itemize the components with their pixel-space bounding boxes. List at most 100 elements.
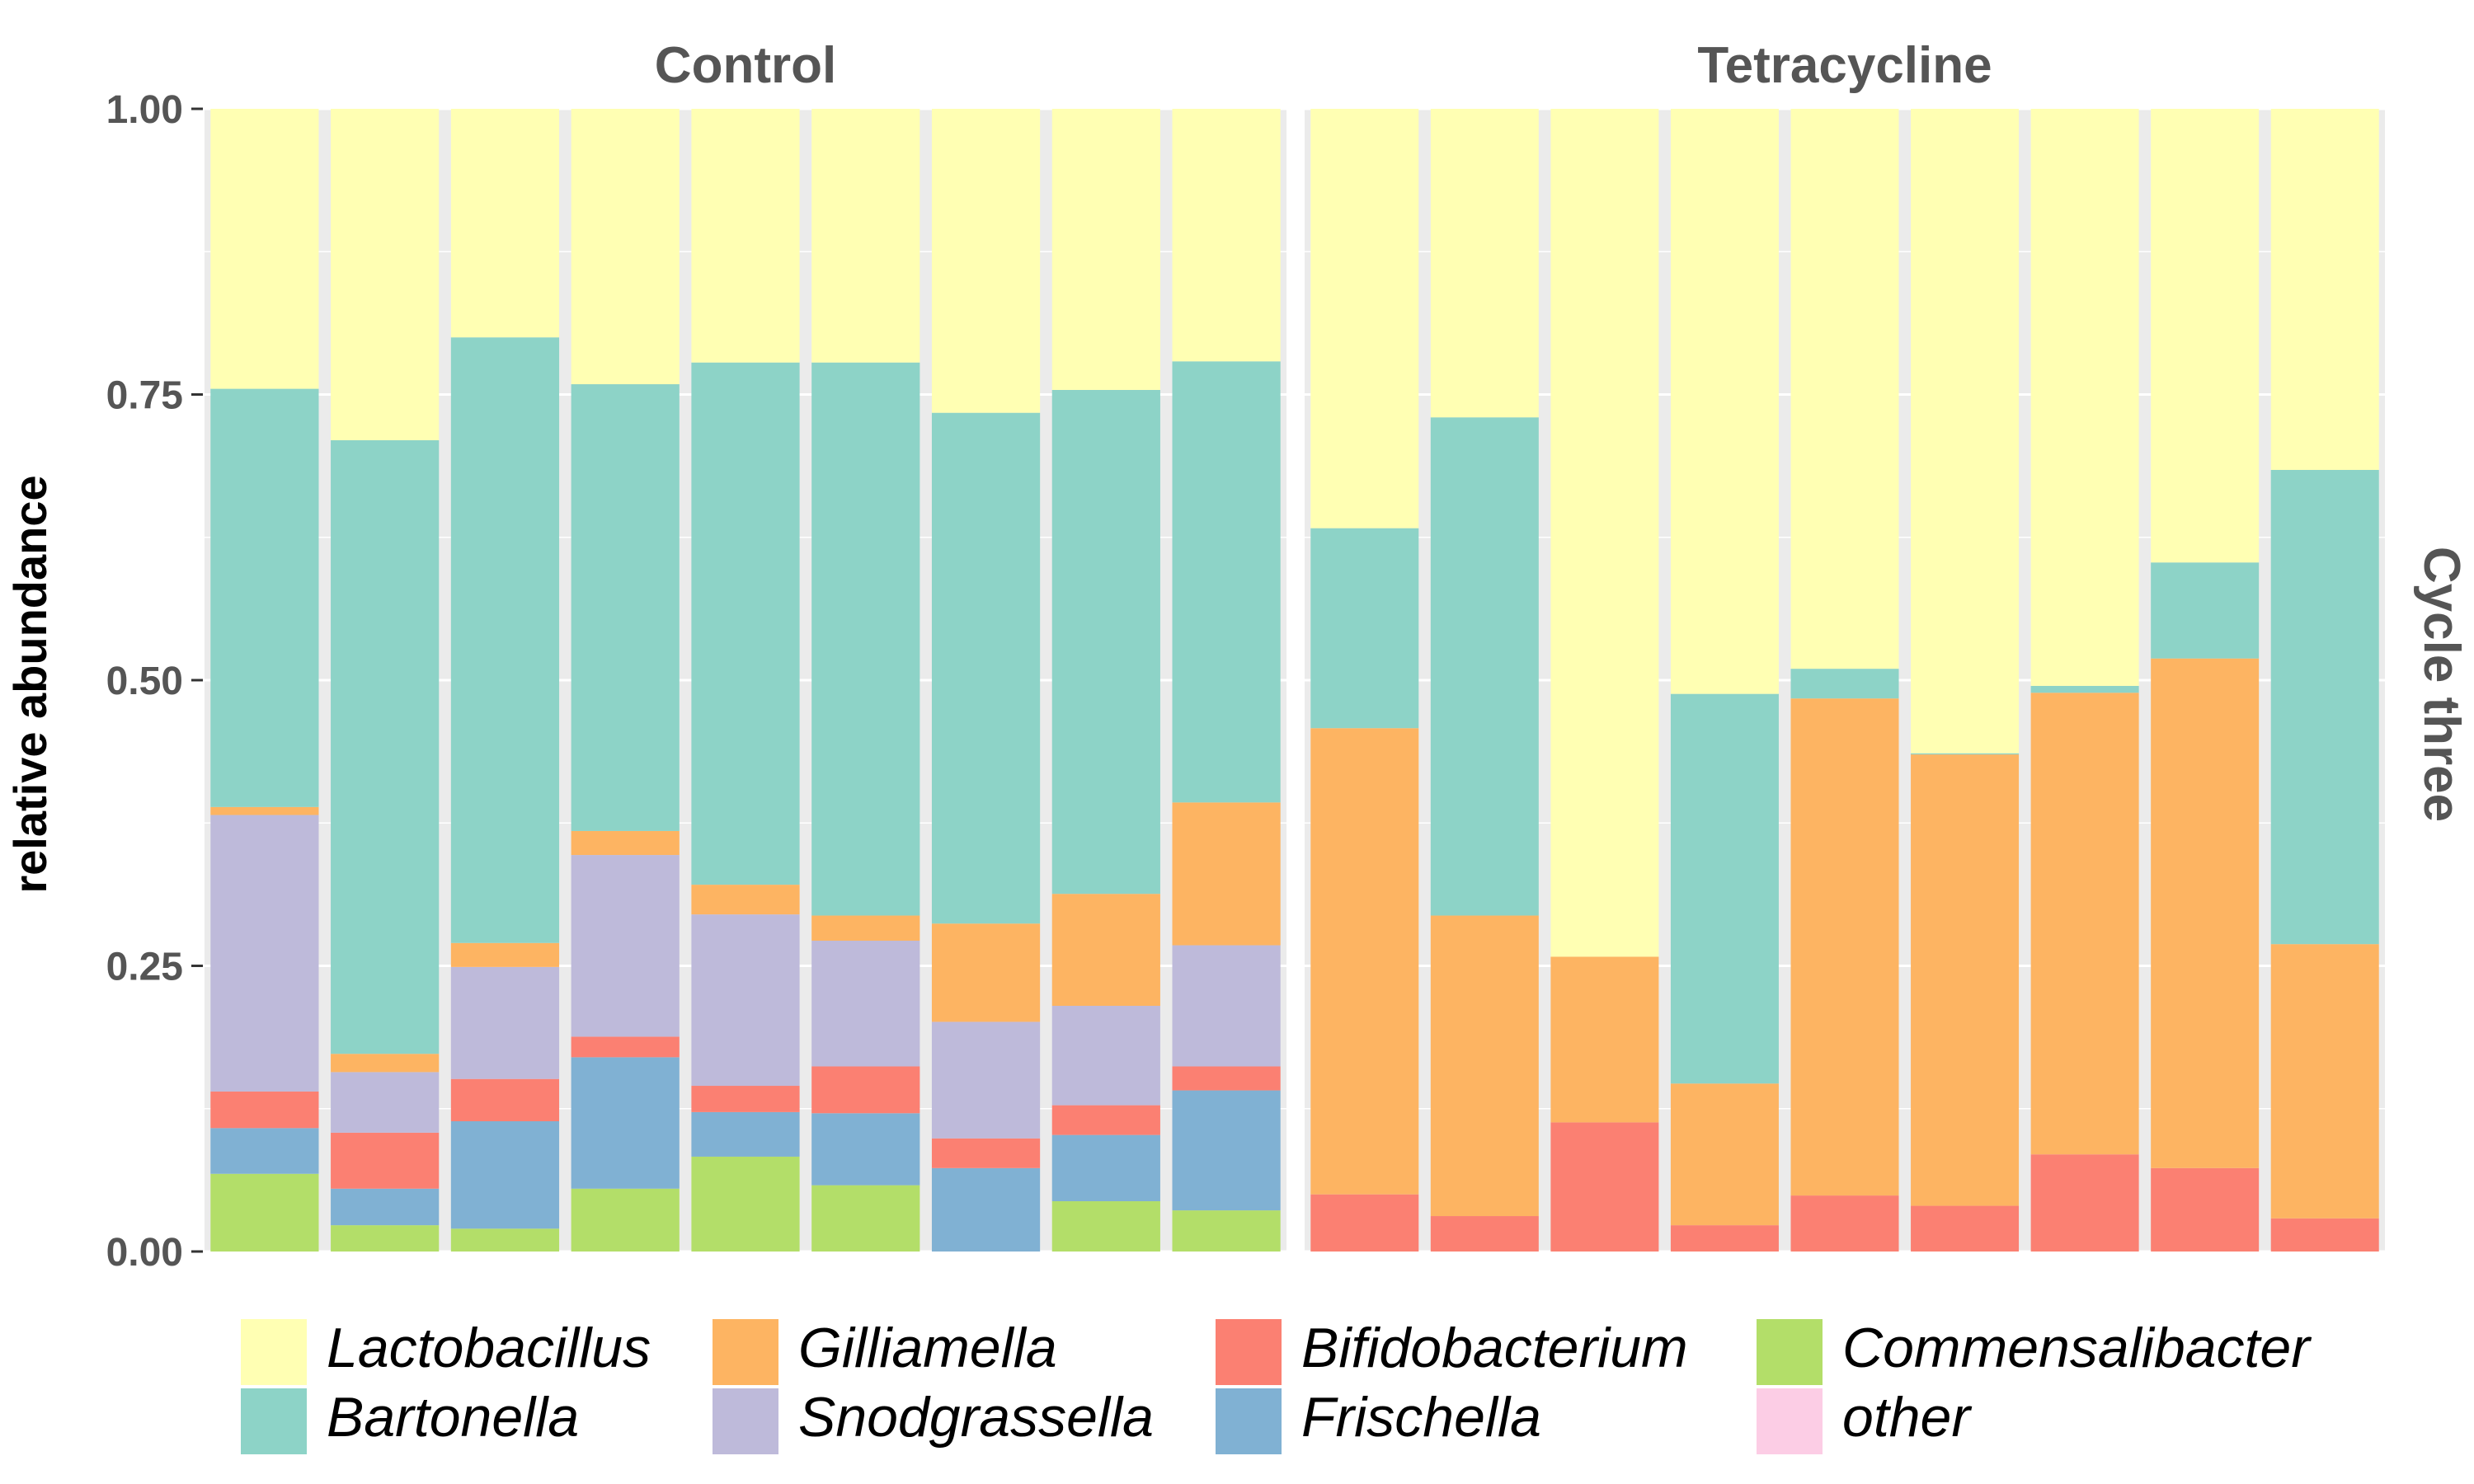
legend-label: Gilliamella bbox=[798, 1317, 1057, 1379]
bar-segment-bartonella bbox=[1172, 361, 1281, 803]
legend-label: Commensalibacter bbox=[1842, 1317, 2312, 1379]
bar-segment-frischella bbox=[931, 1167, 1041, 1252]
legend-swatch bbox=[1216, 1319, 1282, 1385]
bar-segment-frischella bbox=[691, 1111, 800, 1157]
bar-segment-bifidobacterium bbox=[1430, 1216, 1539, 1252]
bar-stack bbox=[571, 109, 680, 1252]
bar-segment-lactobacillus bbox=[2270, 109, 2379, 470]
bar-stack bbox=[1310, 109, 1419, 1252]
bar-segment-gilliamella bbox=[691, 885, 800, 915]
bar-segment-gilliamella bbox=[1911, 754, 2020, 1206]
bar-segment-bartonella bbox=[571, 384, 680, 831]
bar-segment-snodgrassella bbox=[331, 1072, 440, 1133]
y-axis-title: relative abundance bbox=[4, 475, 56, 893]
bar-segment-lactobacillus bbox=[1310, 109, 1419, 528]
row-strip-label: Cycle three bbox=[2413, 547, 2470, 822]
bar-segment-gilliamella bbox=[210, 806, 319, 815]
bar-segment-frischella bbox=[811, 1113, 920, 1186]
bar-segment-lactobacillus bbox=[1790, 109, 1899, 669]
bar-segment-commensalibacter bbox=[450, 1228, 560, 1252]
bar-segment-commensalibacter bbox=[210, 1173, 319, 1252]
bar-segment-bartonella bbox=[2270, 469, 2379, 945]
bar-stack bbox=[1172, 109, 1281, 1252]
y-tick-label: 0.25 bbox=[106, 946, 183, 989]
y-tick-label: 0.50 bbox=[106, 660, 183, 703]
bar-stack bbox=[331, 109, 440, 1252]
bar-segment-lactobacillus bbox=[931, 109, 1041, 413]
bar-segment-bifidobacterium bbox=[1550, 1122, 1659, 1252]
bar-stack bbox=[1790, 109, 1899, 1252]
legend-label: Snodgrassella bbox=[798, 1386, 1154, 1449]
bar-segment-bartonella bbox=[450, 337, 560, 943]
bar-segment-snodgrassella bbox=[811, 941, 920, 1067]
bar-segment-lactobacillus bbox=[1051, 109, 1160, 390]
bar-segment-gilliamella bbox=[450, 942, 560, 967]
bar-segment-bifidobacterium bbox=[450, 1078, 560, 1121]
legend-swatch bbox=[1757, 1319, 1823, 1385]
bar-segment-commensalibacter bbox=[1172, 1210, 1281, 1252]
legend: Lactobacillus Bartonella Gilliamella Snodgr… bbox=[241, 1317, 2312, 1454]
bar-segment-lactobacillus bbox=[450, 109, 560, 338]
bar-segment-gilliamella bbox=[1310, 728, 1419, 1195]
legend-label: other bbox=[1842, 1386, 1972, 1449]
bar-segment-snodgrassella bbox=[450, 966, 560, 1079]
bar-segment-gilliamella bbox=[1550, 956, 1659, 1123]
bar-segment-gilliamella bbox=[1051, 894, 1160, 1007]
bar-segment-lactobacillus bbox=[811, 109, 920, 363]
bar-segment-snodgrassella bbox=[931, 1021, 1041, 1139]
bar-segment-bifidobacterium bbox=[1051, 1105, 1160, 1135]
bar-segment-gilliamella bbox=[1172, 802, 1281, 946]
bar-segment-bifidobacterium bbox=[571, 1036, 680, 1058]
bar-stack bbox=[1911, 109, 2020, 1252]
bar-segment-bartonella bbox=[1310, 528, 1419, 729]
bar-segment-commensalibacter bbox=[571, 1188, 680, 1252]
legend-swatch bbox=[1216, 1388, 1282, 1454]
facet-title: Control bbox=[655, 37, 836, 94]
bar-segment-frischella bbox=[1051, 1134, 1160, 1202]
bar-segment-lactobacillus bbox=[210, 109, 319, 389]
legend-item-frischella: Frischella bbox=[1216, 1386, 1541, 1454]
bar-segment-bartonella bbox=[931, 412, 1041, 924]
bar-segment-bartonella bbox=[1051, 389, 1160, 895]
panel-control: Control bbox=[205, 37, 1286, 1253]
bar-segment-bifidobacterium bbox=[210, 1091, 319, 1129]
legend-label: Bifidobacterium bbox=[1301, 1317, 1688, 1379]
bar-segment-bifidobacterium bbox=[1310, 1194, 1419, 1252]
bar-segment-bifidobacterium bbox=[2030, 1154, 2139, 1252]
facet-panels: Control Tetracycline bbox=[205, 37, 2385, 1253]
bar-segment-gilliamella bbox=[1790, 698, 1899, 1196]
bar-segment-gilliamella bbox=[811, 915, 920, 942]
bar-segment-commensalibacter bbox=[811, 1185, 920, 1252]
bar-segment-bartonella bbox=[210, 388, 319, 807]
facet-title: Tetracycline bbox=[1697, 37, 1992, 94]
bar-stack bbox=[1051, 109, 1160, 1252]
bar-segment-gilliamella bbox=[1430, 915, 1539, 1217]
bar-segment-frischella bbox=[210, 1128, 319, 1174]
bar-segment-bifidobacterium bbox=[2151, 1167, 2260, 1252]
legend-item-gilliamella: Gilliamella bbox=[713, 1317, 1057, 1385]
bar-segment-bifidobacterium bbox=[331, 1132, 440, 1189]
legend-label: Lactobacillus bbox=[327, 1317, 651, 1379]
bar-segment-gilliamella bbox=[2151, 658, 2260, 1168]
bar-segment-lactobacillus bbox=[331, 109, 440, 440]
bar-segment-snodgrassella bbox=[1172, 945, 1281, 1067]
bar-segment-snodgrassella bbox=[1051, 1006, 1160, 1106]
bar-stack bbox=[1550, 109, 1659, 1252]
y-axis: 0.00 0.25 0.50 0.75 1.00 bbox=[106, 88, 203, 1275]
legend-swatch bbox=[713, 1388, 778, 1454]
bar-segment-bifidobacterium bbox=[811, 1066, 920, 1114]
bar-segment-frischella bbox=[571, 1057, 680, 1189]
bar-segment-lactobacillus bbox=[1670, 109, 1779, 694]
bar-stack bbox=[2151, 109, 2260, 1252]
bar-stack bbox=[1430, 109, 1539, 1252]
bar-segment-bartonella bbox=[691, 362, 800, 885]
bar-segment-lactobacillus bbox=[1911, 109, 2020, 754]
bar-stack bbox=[691, 109, 800, 1252]
bar-segment-bifidobacterium bbox=[1172, 1066, 1281, 1091]
bar-segment-frischella bbox=[450, 1120, 560, 1229]
bar-segment-commensalibacter bbox=[1051, 1201, 1160, 1252]
bar-segment-bifidobacterium bbox=[691, 1086, 800, 1112]
legend-item-lactobacillus: Lactobacillus bbox=[241, 1317, 651, 1385]
bar-segment-gilliamella bbox=[331, 1054, 440, 1073]
